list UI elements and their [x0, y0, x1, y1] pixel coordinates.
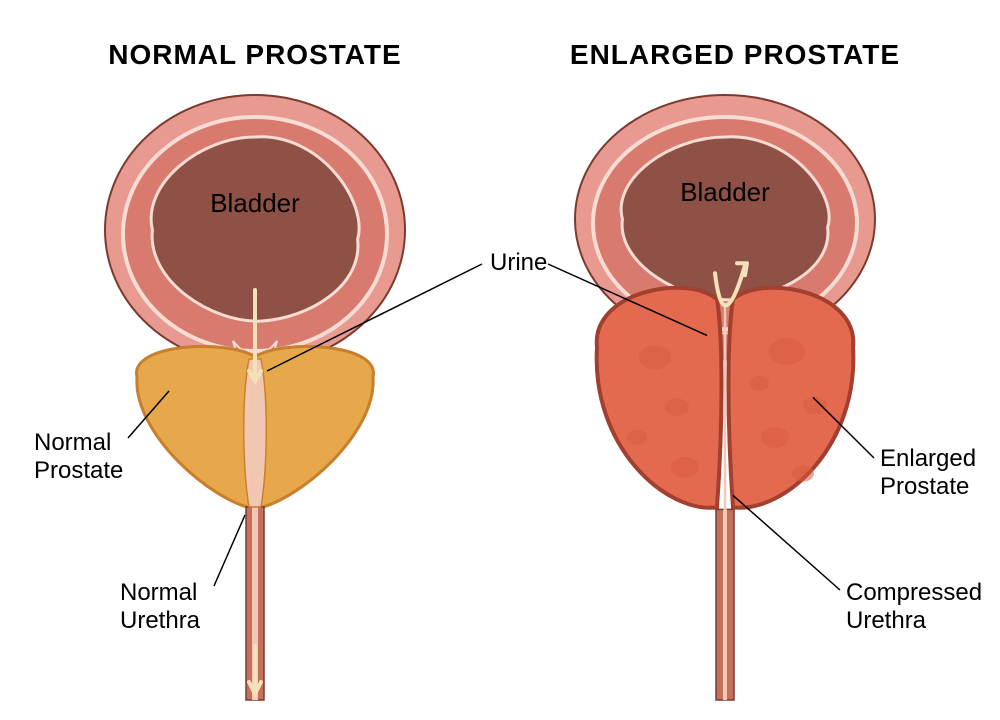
leader-normal-urethra: [214, 515, 245, 586]
compressed-urethra-label-l2: Urethra: [846, 607, 927, 634]
normal-prostate-label-l1: Normal: [34, 429, 111, 456]
bladder-label-left: Bladder: [210, 188, 300, 218]
urine-label: Urine: [490, 249, 547, 276]
normal-urethra-label-l1: Normal: [120, 579, 197, 606]
heading-right: ENLARGED PROSTATE: [570, 39, 900, 70]
compressed-urethra-label-l1: Compressed: [846, 579, 982, 606]
normal-urethra-label-l2: Urethra: [120, 607, 201, 634]
normal-prostate-label-l2: Prostate: [34, 457, 123, 484]
enlarged-prostate-label-l2: Prostate: [880, 473, 969, 500]
leader-compressed-urethra: [733, 495, 840, 590]
diagram-canvas: BladderNormalProstateNormalUrethraBladde…: [0, 0, 1000, 720]
heading-left: NORMAL PROSTATE: [108, 39, 401, 70]
enlarged-prostate-label-l1: Enlarged: [880, 445, 976, 472]
bladder-label-right: Bladder: [680, 177, 770, 207]
